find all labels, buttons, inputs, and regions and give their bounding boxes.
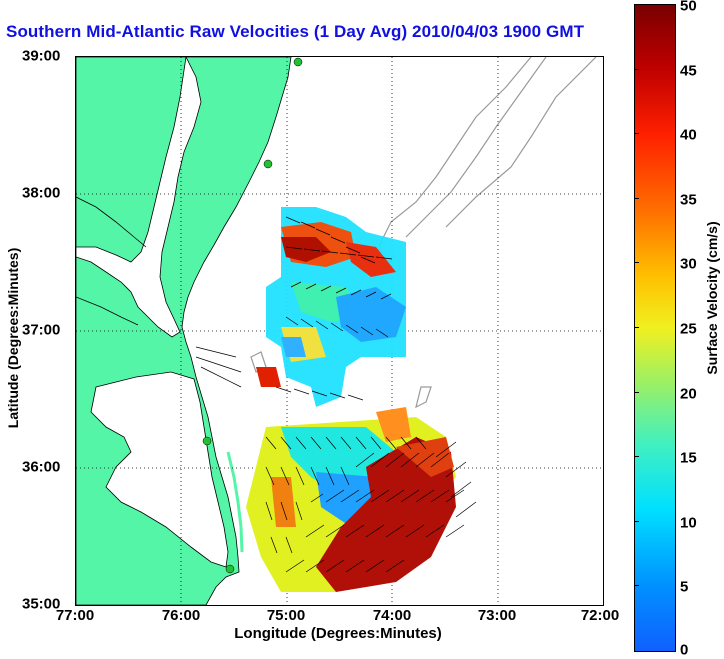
colorbar-tick: 45 bbox=[680, 62, 697, 80]
colorbar-label: Surface Velocity (cm/s) bbox=[704, 221, 720, 375]
velocity-arrows bbox=[195, 216, 477, 573]
velocity-field bbox=[246, 207, 456, 592]
velocity-map bbox=[75, 56, 604, 606]
x-axis-label: Longitude (Degrees:Minutes) bbox=[234, 625, 442, 642]
colorbar-tick: 10 bbox=[680, 514, 697, 532]
station-marker bbox=[293, 57, 303, 67]
colorbar-tick: 50 bbox=[680, 0, 697, 15]
colorbar-tick: 15 bbox=[680, 449, 697, 467]
y-axis-label: Latitude (Degrees:Minutes) bbox=[5, 247, 21, 429]
y-tick: 39:00 bbox=[22, 47, 61, 65]
x-tick: 74:00 bbox=[372, 607, 412, 624]
x-tick: 77:00 bbox=[55, 607, 95, 624]
pamlico-sound bbox=[90, 371, 229, 568]
colorbar-tick: 5 bbox=[680, 578, 689, 596]
colorbar-tick: 35 bbox=[680, 191, 697, 209]
map-title: Southern Mid-Atlantic Raw Velocities (1 … bbox=[6, 22, 585, 41]
station-marker bbox=[202, 436, 212, 446]
x-tick: 75:00 bbox=[266, 607, 306, 624]
station-marker bbox=[225, 564, 235, 574]
chesapeake-bay bbox=[76, 57, 202, 338]
y-tick: 37:00 bbox=[22, 321, 61, 339]
colorbar bbox=[634, 4, 676, 652]
y-tick: 38:00 bbox=[22, 184, 61, 202]
radar-stations bbox=[202, 57, 303, 574]
x-tick: 73:00 bbox=[477, 607, 517, 624]
y-tick: 35:00 bbox=[22, 595, 61, 613]
x-tick: 76:00 bbox=[161, 607, 201, 624]
map-canvas bbox=[76, 57, 603, 605]
colorbar-tick: 40 bbox=[680, 126, 697, 144]
y-tick: 36:00 bbox=[22, 458, 61, 476]
x-tick: 72:00 bbox=[580, 607, 620, 624]
station-marker bbox=[263, 159, 273, 169]
colorbar-tick: 25 bbox=[680, 320, 697, 338]
colorbar-tick: 0 bbox=[680, 641, 689, 659]
colorbar-tick: 30 bbox=[680, 255, 697, 273]
colorbar-tick: 20 bbox=[680, 385, 697, 403]
